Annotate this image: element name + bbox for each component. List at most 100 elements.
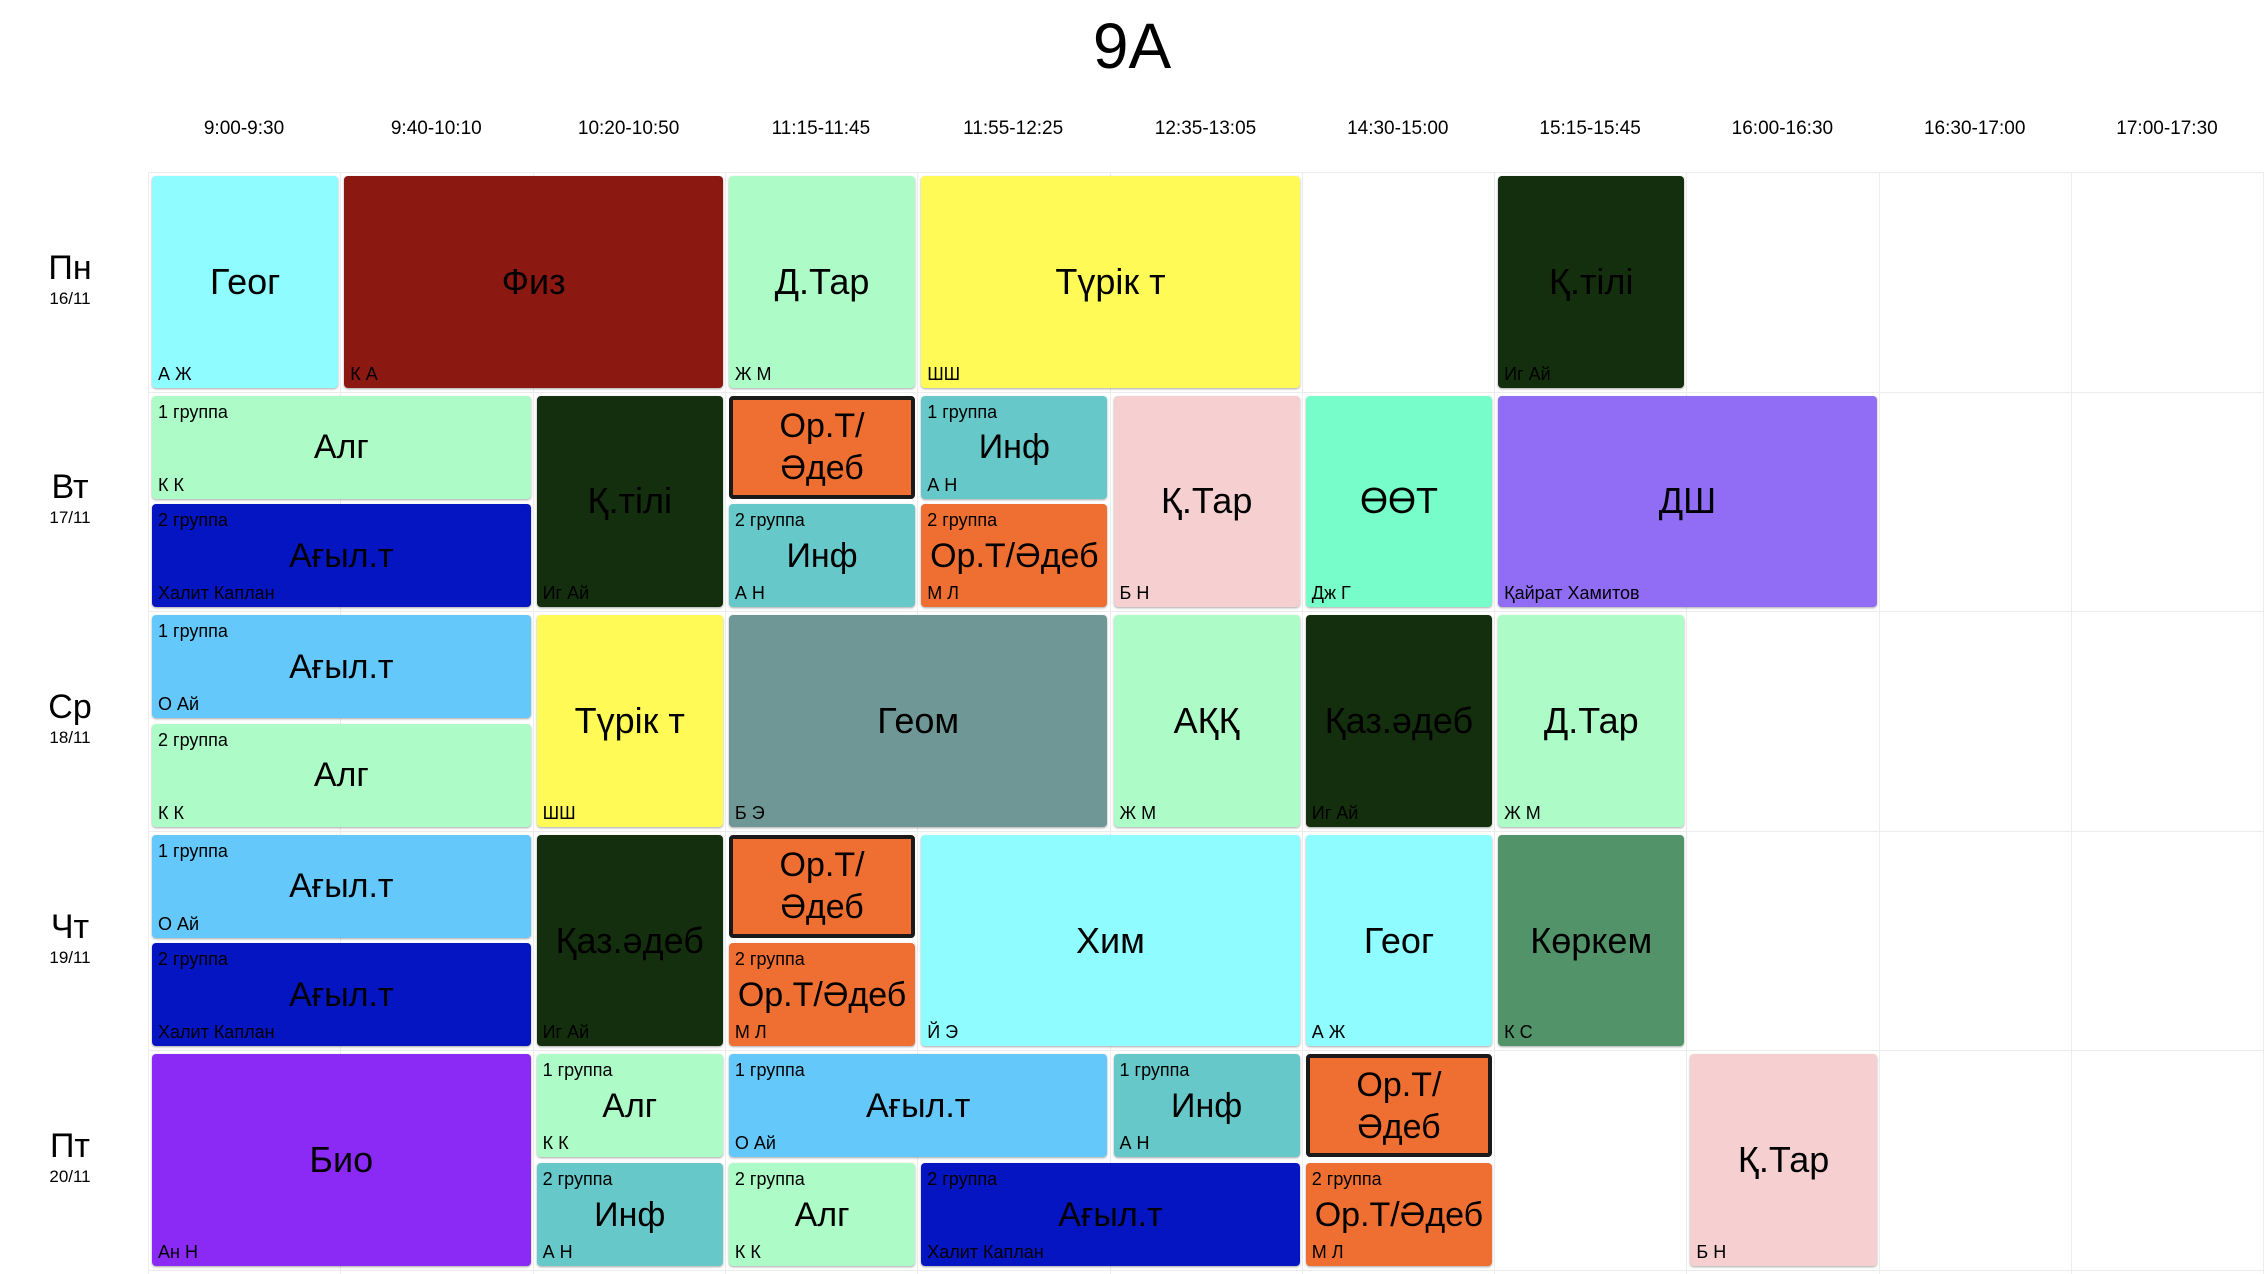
time-slot-label: 11:55-12:25 (963, 118, 1064, 139)
lesson-group: 1 группа (927, 401, 998, 422)
lesson-cell[interactable]: 2 группа Инф А Н (728, 504, 916, 608)
lesson-cell[interactable]: Қ.Тар Б Н (1690, 1054, 1877, 1266)
lesson-cell[interactable]: Көркем К С (1498, 834, 1685, 1047)
lesson-subject: Қ.тілі (1549, 260, 1634, 302)
lesson-group: 2 группа (927, 510, 998, 531)
lesson-cell[interactable]: 2 группа Алг К К (152, 723, 531, 827)
day-label: Ср 18/11 (18, 687, 122, 749)
day-date: 17/11 (49, 508, 91, 528)
lesson-cell[interactable]: Қ.тілі Иг Ай (1498, 176, 1685, 388)
lesson-cell[interactable]: Хим Й Э (921, 834, 1300, 1047)
lesson-subject: Инф (594, 1195, 666, 1234)
lesson-subject: Ағыл.т (289, 867, 394, 906)
lesson-subject: Алг (313, 428, 369, 467)
day-name: Вт (51, 468, 89, 507)
lesson-cell[interactable]: Қаз.әдеб Иг Ай (1305, 615, 1493, 827)
lesson-cell[interactable]: 1 группа Ағыл.т О Ай (152, 615, 531, 719)
lesson-cell[interactable]: 1 группа Ағыл.т О Ай (152, 834, 531, 938)
lesson-cell[interactable]: 2 группа Ағыл.т Халит Каплан (152, 504, 531, 608)
lesson-subject: Қ.тілі (587, 480, 672, 522)
lesson-teacher: Б Н (1696, 1241, 1727, 1262)
day-label: Пн 16/11 (18, 248, 122, 310)
grid-column-line (1110, 172, 1111, 1274)
lesson-cell[interactable]: Геом Б Э (728, 615, 1108, 827)
lesson-cell[interactable]: 1 группа Алг К К (152, 395, 531, 499)
lesson-cell[interactable]: 1 группа Инф А Н (1113, 1054, 1300, 1158)
lesson-group: 2 группа (734, 1169, 805, 1189)
lesson-cell[interactable]: Қ.тілі Иг Ай (536, 395, 723, 608)
lesson-teacher: Ж М (1504, 802, 1541, 823)
lesson-group: 1 группа (158, 840, 228, 861)
lesson-teacher: А Н (542, 1242, 573, 1262)
lesson-subject: Алг (794, 1195, 850, 1234)
lesson-cell[interactable]: Ор.Т/ Әдеб (728, 834, 916, 938)
lesson-cell[interactable]: 2 группа Ағыл.т Халит Каплан (921, 1163, 1300, 1266)
lesson-cell[interactable]: Түрік т ШШ (921, 176, 1300, 388)
lesson-cell[interactable]: Қ.Тар Б Н (1113, 395, 1300, 608)
day-date: 20/11 (49, 1167, 91, 1187)
grid-column-line (2071, 172, 2072, 1274)
grid-column-line (148, 172, 149, 1274)
lesson-cell[interactable]: Д.Тар Ж М (728, 176, 916, 388)
lesson-cell[interactable]: Био Ан Н (152, 1054, 531, 1266)
time-slot-label: 14:30-15:00 (1347, 118, 1449, 139)
lesson-group: 2 группа (542, 1169, 613, 1189)
lesson-cell[interactable]: Геог А Ж (152, 176, 339, 388)
lesson-cell[interactable]: 1 группа Инф А Н (921, 395, 1108, 499)
lesson-cell[interactable]: 2 группа Алг К К (728, 1163, 916, 1266)
lesson-subject: АҚҚ (1173, 699, 1240, 741)
lesson-cell[interactable]: 2 группа Ор.Т/Әдеб М Л (728, 943, 916, 1047)
lesson-cell[interactable]: Физ К А (344, 176, 723, 388)
lesson-subject: Ор.Т/Әдеб (930, 536, 1099, 575)
grid-column-line (340, 172, 341, 1274)
lesson-teacher: Иг Ай (542, 1022, 590, 1043)
lesson-subject: ӨӨТ (1359, 480, 1438, 522)
time-slot-label: 10:20-10:50 (577, 118, 680, 139)
time-slot-label: 16:30-17:00 (1923, 118, 2026, 139)
lesson-subject: Қаз.әдеб (1324, 699, 1474, 741)
lesson-teacher: М Л (734, 1022, 767, 1043)
lesson-subject: Ағыл.т (289, 647, 394, 686)
lesson-group: 2 группа (1311, 1169, 1382, 1189)
lesson-subject: Ор.Т/ Әдеб (779, 407, 865, 488)
lesson-teacher: К А (350, 363, 378, 384)
time-slot-label: 16:00-16:30 (1731, 118, 1834, 139)
lesson-cell[interactable]: 1 группа Алг К К (536, 1054, 723, 1158)
lesson-cell[interactable]: 1 группа Ағыл.т О Ай (728, 1054, 1108, 1158)
lesson-group: 2 группа (734, 949, 805, 970)
lesson-group: 2 группа (158, 949, 228, 970)
grid-row-line (148, 1050, 2264, 1051)
lesson-subject: Алг (602, 1086, 658, 1125)
lesson-subject: Геом (877, 699, 960, 741)
lesson-subject: Алг (313, 756, 369, 795)
lesson-cell[interactable]: Геог А Ж (1305, 834, 1493, 1047)
grid-row-line (148, 611, 2264, 612)
lesson-cell[interactable]: Д.Тар Ж М (1498, 615, 1685, 827)
day-name: Чт (50, 907, 90, 946)
lesson-teacher: О Ай (158, 913, 200, 934)
lesson-subject: Қаз.әдеб (555, 919, 704, 961)
lesson-subject: Физ (501, 260, 566, 302)
lesson-teacher: Қайрат Хамитов (1504, 583, 1640, 604)
lesson-teacher: Б Э (734, 802, 765, 823)
lesson-cell[interactable]: ӨӨТ Дж Г (1305, 395, 1493, 608)
lesson-cell[interactable]: 2 группа Ор.Т/Әдеб М Л (1305, 1163, 1493, 1266)
lesson-teacher: Ан Н (158, 1241, 198, 1262)
time-slot-label: 9:40-10:10 (390, 118, 482, 139)
lesson-cell[interactable]: 2 группа Инф А Н (536, 1163, 723, 1266)
grid-row-line (148, 831, 2264, 832)
lesson-cell[interactable]: ДШ Қайрат Хамитов (1498, 395, 1877, 608)
lesson-cell[interactable]: Ор.Т/ Әдеб (728, 395, 916, 499)
day-name: Пт (49, 1127, 90, 1166)
lesson-cell[interactable]: 2 группа Ағыл.т Халит Каплан (152, 943, 531, 1047)
lesson-cell[interactable]: Ор.Т/ Әдеб (1305, 1054, 1493, 1158)
lesson-cell[interactable]: 2 группа Ор.Т/Әдеб М Л (921, 504, 1108, 608)
lesson-cell[interactable]: Түрік т ШШ (536, 615, 723, 827)
lesson-teacher: К С (1504, 1022, 1533, 1043)
lesson-cell[interactable]: АҚҚ Ж М (1113, 615, 1300, 827)
lesson-cell[interactable]: Қаз.әдеб Иг Ай (536, 834, 723, 1047)
day-name: Ср (48, 688, 92, 726)
grid-row-line (148, 172, 2264, 173)
lesson-subject: Хим (1076, 919, 1145, 961)
lesson-teacher: Дж Г (1311, 583, 1351, 604)
